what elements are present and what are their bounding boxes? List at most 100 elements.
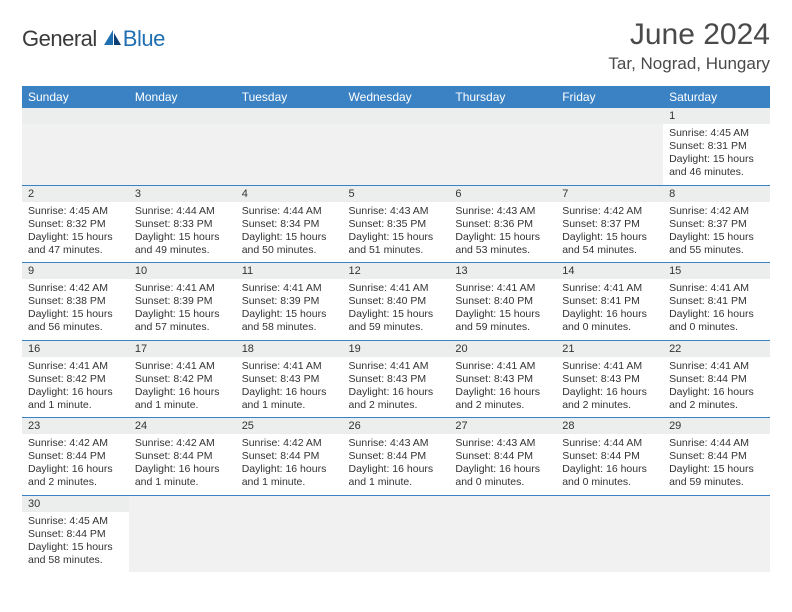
day-body: Sunrise: 4:42 AMSunset: 8:44 PMDaylight:… <box>236 434 343 495</box>
day-body: Sunrise: 4:45 AMSunset: 8:44 PMDaylight:… <box>22 512 129 573</box>
sunset-line: Sunset: 8:44 PM <box>242 450 337 463</box>
day-number: 4 <box>236 186 343 202</box>
day-number: 15 <box>663 263 770 279</box>
daylight-line: Daylight: 16 hours and 2 minutes. <box>455 386 550 412</box>
daylight-line: Daylight: 15 hours and 46 minutes. <box>669 153 764 179</box>
day-number: 22 <box>663 341 770 357</box>
daylight-line: Daylight: 16 hours and 1 minute. <box>28 386 123 412</box>
daylight-line: Daylight: 16 hours and 0 minutes. <box>455 463 550 489</box>
empty-cell <box>556 495 663 572</box>
sunrise-line: Sunrise: 4:43 AM <box>455 205 550 218</box>
sunset-line: Sunset: 8:44 PM <box>28 450 123 463</box>
empty-cell <box>129 108 236 185</box>
daylight-line: Daylight: 15 hours and 49 minutes. <box>135 231 230 257</box>
sunrise-line: Sunrise: 4:42 AM <box>669 205 764 218</box>
day-body: Sunrise: 4:44 AMSunset: 8:34 PMDaylight:… <box>236 202 343 263</box>
sunset-line: Sunset: 8:44 PM <box>349 450 444 463</box>
day-number: 23 <box>22 418 129 434</box>
day-body: Sunrise: 4:41 AMSunset: 8:42 PMDaylight:… <box>129 357 236 418</box>
col-friday: Friday <box>556 86 663 108</box>
sunset-line: Sunset: 8:33 PM <box>135 218 230 231</box>
day-number: 20 <box>449 341 556 357</box>
calendar-row: 23Sunrise: 4:42 AMSunset: 8:44 PMDayligh… <box>22 418 770 496</box>
day-body: Sunrise: 4:41 AMSunset: 8:43 PMDaylight:… <box>449 357 556 418</box>
sunset-line: Sunset: 8:36 PM <box>455 218 550 231</box>
sunrise-line: Sunrise: 4:43 AM <box>349 437 444 450</box>
day-body: Sunrise: 4:41 AMSunset: 8:40 PMDaylight:… <box>343 279 450 340</box>
sunrise-line: Sunrise: 4:41 AM <box>28 360 123 373</box>
day-cell: 27Sunrise: 4:43 AMSunset: 8:44 PMDayligh… <box>449 418 556 496</box>
day-body: Sunrise: 4:42 AMSunset: 8:37 PMDaylight:… <box>663 202 770 263</box>
day-body: Sunrise: 4:45 AMSunset: 8:31 PMDaylight:… <box>663 124 770 185</box>
day-body: Sunrise: 4:41 AMSunset: 8:39 PMDaylight:… <box>129 279 236 340</box>
day-number: 18 <box>236 341 343 357</box>
sunset-line: Sunset: 8:35 PM <box>349 218 444 231</box>
sunset-line: Sunset: 8:32 PM <box>28 218 123 231</box>
daylight-line: Daylight: 15 hours and 57 minutes. <box>135 308 230 334</box>
calendar-header-row: Sunday Monday Tuesday Wednesday Thursday… <box>22 86 770 108</box>
day-number: 17 <box>129 341 236 357</box>
day-number: 2 <box>22 186 129 202</box>
day-cell: 29Sunrise: 4:44 AMSunset: 8:44 PMDayligh… <box>663 418 770 496</box>
day-number: 1 <box>663 108 770 124</box>
sunrise-line: Sunrise: 4:41 AM <box>669 360 764 373</box>
day-cell: 5Sunrise: 4:43 AMSunset: 8:35 PMDaylight… <box>343 185 450 263</box>
day-cell: 21Sunrise: 4:41 AMSunset: 8:43 PMDayligh… <box>556 340 663 418</box>
calendar-table: Sunday Monday Tuesday Wednesday Thursday… <box>22 86 770 572</box>
day-cell: 22Sunrise: 4:41 AMSunset: 8:44 PMDayligh… <box>663 340 770 418</box>
calendar-row: 30Sunrise: 4:45 AMSunset: 8:44 PMDayligh… <box>22 495 770 572</box>
sunrise-line: Sunrise: 4:41 AM <box>242 360 337 373</box>
day-cell: 1Sunrise: 4:45 AMSunset: 8:31 PMDaylight… <box>663 108 770 185</box>
sunset-line: Sunset: 8:44 PM <box>669 450 764 463</box>
day-body: Sunrise: 4:43 AMSunset: 8:44 PMDaylight:… <box>449 434 556 495</box>
sunset-line: Sunset: 8:40 PM <box>455 295 550 308</box>
header: General Blue June 2024 Tar, Nograd, Hung… <box>22 18 770 74</box>
empty-cell <box>343 495 450 572</box>
day-cell: 2Sunrise: 4:45 AMSunset: 8:32 PMDaylight… <box>22 185 129 263</box>
day-cell: 16Sunrise: 4:41 AMSunset: 8:42 PMDayligh… <box>22 340 129 418</box>
calendar-row: 9Sunrise: 4:42 AMSunset: 8:38 PMDaylight… <box>22 263 770 341</box>
title-block: June 2024 Tar, Nograd, Hungary <box>608 18 770 74</box>
title-month: June 2024 <box>608 18 770 52</box>
day-number: 24 <box>129 418 236 434</box>
day-body: Sunrise: 4:44 AMSunset: 8:44 PMDaylight:… <box>663 434 770 495</box>
daylight-line: Daylight: 16 hours and 2 minutes. <box>562 386 657 412</box>
day-number: 7 <box>556 186 663 202</box>
day-number: 10 <box>129 263 236 279</box>
day-body: Sunrise: 4:42 AMSunset: 8:44 PMDaylight:… <box>129 434 236 495</box>
daylight-line: Daylight: 16 hours and 1 minute. <box>135 386 230 412</box>
daylight-line: Daylight: 16 hours and 1 minute. <box>242 463 337 489</box>
day-body: Sunrise: 4:43 AMSunset: 8:44 PMDaylight:… <box>343 434 450 495</box>
day-cell: 15Sunrise: 4:41 AMSunset: 8:41 PMDayligh… <box>663 263 770 341</box>
day-number: 21 <box>556 341 663 357</box>
empty-cell <box>236 108 343 185</box>
daylight-line: Daylight: 15 hours and 51 minutes. <box>349 231 444 257</box>
day-number: 5 <box>343 186 450 202</box>
empty-cell <box>449 108 556 185</box>
day-body: Sunrise: 4:41 AMSunset: 8:43 PMDaylight:… <box>556 357 663 418</box>
day-body: Sunrise: 4:43 AMSunset: 8:35 PMDaylight:… <box>343 202 450 263</box>
sunset-line: Sunset: 8:42 PM <box>135 373 230 386</box>
sunset-line: Sunset: 8:37 PM <box>562 218 657 231</box>
sunrise-line: Sunrise: 4:45 AM <box>669 127 764 140</box>
day-body: Sunrise: 4:42 AMSunset: 8:38 PMDaylight:… <box>22 279 129 340</box>
sunrise-line: Sunrise: 4:42 AM <box>242 437 337 450</box>
daylight-line: Daylight: 15 hours and 58 minutes. <box>28 541 123 567</box>
day-body: Sunrise: 4:44 AMSunset: 8:33 PMDaylight:… <box>129 202 236 263</box>
sunrise-line: Sunrise: 4:41 AM <box>135 282 230 295</box>
day-cell: 8Sunrise: 4:42 AMSunset: 8:37 PMDaylight… <box>663 185 770 263</box>
day-number: 14 <box>556 263 663 279</box>
day-body: Sunrise: 4:41 AMSunset: 8:41 PMDaylight:… <box>663 279 770 340</box>
day-number: 29 <box>663 418 770 434</box>
sunset-line: Sunset: 8:43 PM <box>455 373 550 386</box>
day-cell: 9Sunrise: 4:42 AMSunset: 8:38 PMDaylight… <box>22 263 129 341</box>
sunrise-line: Sunrise: 4:44 AM <box>242 205 337 218</box>
daylight-line: Daylight: 16 hours and 2 minutes. <box>349 386 444 412</box>
daylight-line: Daylight: 15 hours and 47 minutes. <box>28 231 123 257</box>
day-number: 12 <box>343 263 450 279</box>
daylight-line: Daylight: 16 hours and 0 minutes. <box>562 463 657 489</box>
day-number: 26 <box>343 418 450 434</box>
sunset-line: Sunset: 8:44 PM <box>562 450 657 463</box>
day-cell: 18Sunrise: 4:41 AMSunset: 8:43 PMDayligh… <box>236 340 343 418</box>
sunrise-line: Sunrise: 4:42 AM <box>28 282 123 295</box>
